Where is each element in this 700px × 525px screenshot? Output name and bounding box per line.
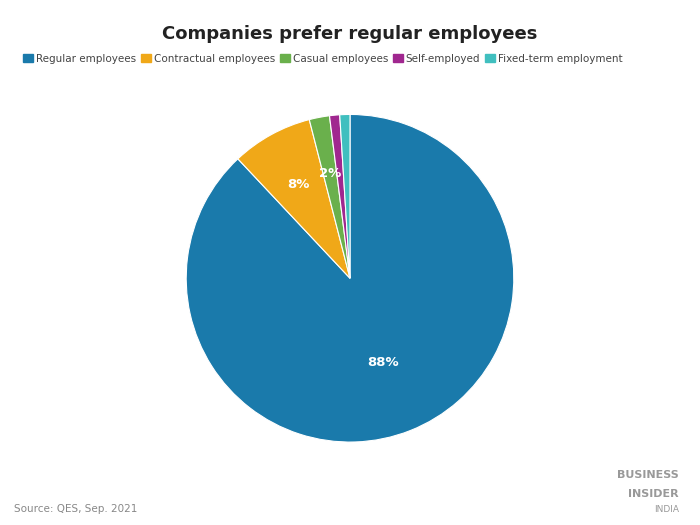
Text: 2%: 2%: [319, 167, 341, 180]
Legend: Regular employees, Contractual employees, Casual employees, Self-employed, Fixed: Regular employees, Contractual employees…: [19, 50, 626, 68]
Text: BUSINESS: BUSINESS: [617, 470, 679, 480]
Wedge shape: [340, 114, 350, 278]
Text: INSIDER: INSIDER: [629, 489, 679, 499]
Text: 8%: 8%: [288, 178, 310, 192]
Wedge shape: [330, 115, 350, 278]
Text: 88%: 88%: [368, 355, 399, 369]
Text: Companies prefer regular employees: Companies prefer regular employees: [162, 25, 538, 43]
Text: Source: QES, Sep. 2021: Source: QES, Sep. 2021: [14, 505, 137, 514]
Wedge shape: [186, 114, 514, 442]
Wedge shape: [238, 120, 350, 278]
Text: INDIA: INDIA: [654, 506, 679, 514]
Wedge shape: [309, 116, 350, 278]
